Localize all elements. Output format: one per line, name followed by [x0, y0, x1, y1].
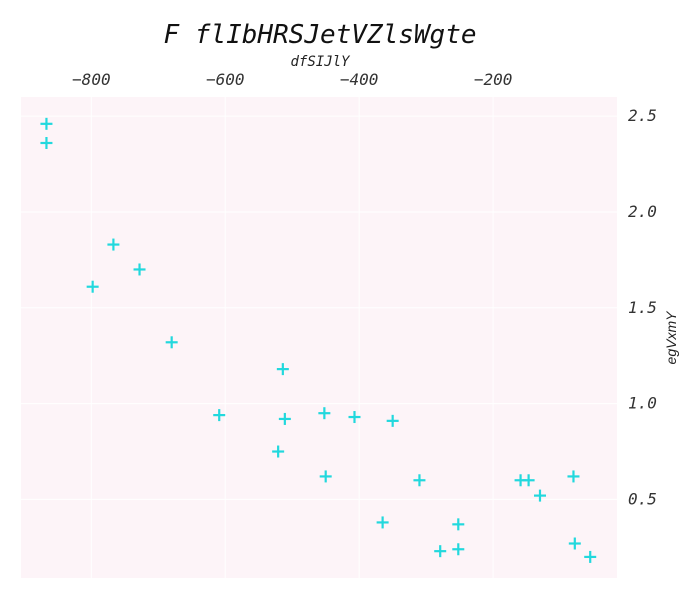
x-tick-label: −600 — [206, 70, 245, 89]
scatter-point — [276, 363, 289, 376]
y-tick-label: 0.5 — [628, 489, 657, 508]
scatter-point — [278, 412, 291, 425]
scatter-point — [434, 545, 447, 558]
tick-labels: −800 −600 −400 −200 0.5 1.0 1.5 2.0 2.5 — [72, 70, 657, 508]
scatter-point — [272, 445, 285, 458]
scatter-point — [584, 550, 597, 563]
scatter-point — [107, 238, 120, 251]
scatter-point — [133, 263, 146, 276]
data-points — [40, 117, 597, 563]
y-tick-label: 1.0 — [628, 394, 657, 413]
scatter-point — [568, 537, 581, 550]
grid-lines — [21, 97, 617, 578]
scatter-point — [165, 336, 178, 349]
y-tick-label: 1.5 — [628, 298, 657, 317]
scatter-point — [40, 117, 53, 130]
scatter-point — [567, 470, 580, 483]
scatter-point — [318, 407, 331, 420]
scatter-point — [213, 409, 226, 422]
x-axis-label: dfSIJlY — [290, 54, 351, 70]
scatter-point — [413, 474, 426, 487]
x-tick-label: −200 — [474, 70, 513, 89]
scatter-point — [319, 470, 332, 483]
scatter-point — [348, 411, 361, 424]
chart-title: F flIbHRSJetVZlsWgte — [163, 20, 476, 50]
scatter-point — [40, 136, 53, 149]
y-axis-label: egVxmY — [663, 310, 679, 365]
x-tick-label: −800 — [72, 70, 111, 89]
x-tick-label: −400 — [340, 70, 379, 89]
scatter-point — [86, 280, 99, 293]
plot-area — [21, 97, 617, 578]
scatter-point — [522, 474, 535, 487]
scatter-point — [533, 489, 546, 502]
scatter-point — [452, 543, 465, 556]
scatter-point — [452, 518, 465, 531]
y-tick-label: 2.0 — [628, 202, 657, 221]
scatter-point — [376, 516, 389, 529]
y-tick-label: 2.5 — [628, 106, 657, 125]
scatter-point — [386, 414, 399, 427]
